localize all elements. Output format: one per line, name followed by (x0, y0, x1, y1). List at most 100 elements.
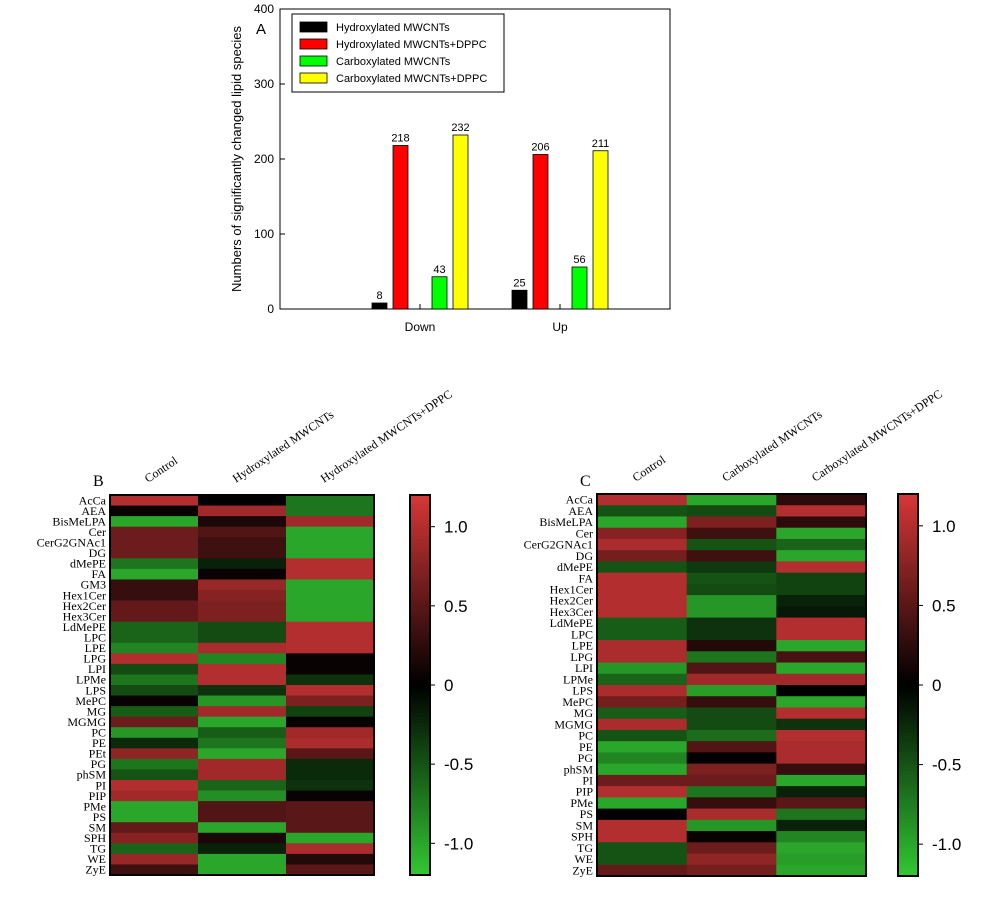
colorbar-segment (898, 777, 918, 781)
colorbar-segment (410, 856, 430, 860)
colorbar-segment (410, 824, 430, 828)
colorbar-segment (898, 541, 918, 546)
heatmap-cell (286, 642, 375, 654)
heatmap-cell (776, 640, 867, 652)
heatmap-cell (110, 611, 199, 623)
colorbar-segment (410, 669, 430, 673)
colorbar-segment (898, 618, 918, 622)
heatmap-cell (686, 774, 777, 787)
colorbar-segment (410, 681, 430, 686)
colorbar-segment (898, 716, 918, 721)
colorbar-segment (410, 599, 430, 604)
heatmap-cell (286, 695, 375, 707)
colorbar-segment (410, 653, 430, 657)
colorbar-segment (898, 576, 918, 581)
heatmap-cell (286, 611, 375, 623)
colorbar-segment (898, 834, 918, 839)
panel-a-label: A (256, 21, 266, 38)
heatmap-cell (686, 786, 777, 798)
row-label: PG (578, 751, 594, 765)
colorbar-segment (410, 849, 430, 854)
heatmap-cell (776, 550, 867, 562)
heatmap-cell (776, 864, 867, 877)
heatmap-cell (286, 590, 375, 601)
heatmap-cell (110, 843, 199, 855)
heatmap-cell (110, 621, 199, 633)
colorbar-tick-label: -0.5 (932, 756, 961, 775)
colorbar-segment (410, 650, 430, 654)
heatmap-cell (110, 674, 199, 686)
heatmap-cell (110, 853, 199, 865)
heatmap-cell (286, 716, 375, 728)
heatmap-cell (686, 842, 777, 854)
row-label: AcCa (79, 493, 107, 507)
colorbar-segment (898, 809, 918, 813)
bar-data-label: 56 (573, 254, 585, 266)
colorbar-segment (410, 868, 430, 873)
row-label: PI (582, 774, 593, 788)
colorbar-segment (410, 624, 430, 629)
heatmap-cell (686, 718, 777, 731)
colorbar-segment (898, 837, 918, 842)
colorbar-segment (898, 739, 918, 743)
colorbar-segment (898, 783, 918, 788)
heatmap-cell (686, 673, 777, 686)
colorbar-segment (898, 634, 918, 638)
colorbar-segment (410, 631, 430, 635)
colorbar-segment (410, 776, 430, 781)
colorbar-segment (410, 666, 430, 670)
colorbar-segment (410, 520, 430, 524)
heatmap-cell (597, 763, 688, 776)
row-label: Hex2Cer (63, 599, 106, 613)
row-label: AEA (568, 504, 593, 518)
colorbar-segment (410, 799, 430, 803)
colorbar-segment (898, 662, 918, 667)
panel-c-label: C (580, 473, 591, 490)
colorbar-segment (898, 758, 918, 762)
row-label: AcCa (566, 493, 594, 507)
colorbar-segment (410, 507, 430, 512)
y-tick-label: 0 (267, 302, 274, 316)
y-tick-label: 200 (254, 152, 274, 166)
heatmap-cell (286, 685, 375, 696)
bar-data-label: 206 (531, 142, 549, 154)
bar (392, 145, 409, 310)
heatmap-cell (597, 640, 688, 652)
heatmap-cell (198, 547, 287, 559)
colorbar-segment (410, 802, 430, 806)
colorbar-segment (410, 659, 430, 664)
colorbar-segment (898, 707, 918, 711)
heatmap-cell (776, 572, 867, 585)
colorbar-segment (410, 672, 430, 676)
colorbar-segment (898, 665, 918, 670)
colorbar-segment (410, 583, 430, 588)
heatmap-cell (776, 628, 867, 641)
colorbar-segment (898, 812, 918, 817)
heatmap-cell (198, 801, 287, 813)
row-label: LPI (88, 662, 106, 676)
heatmap-cell (776, 662, 867, 675)
colorbar-tick-label: 0 (932, 676, 941, 695)
heatmap-cell (198, 632, 287, 644)
colorbar-segment (898, 869, 918, 874)
heatmap-cell (597, 516, 688, 529)
row-label: BisMeLPA (52, 514, 106, 528)
colorbar-segment (410, 729, 430, 733)
row-label: SPH (571, 830, 593, 844)
panel-a-y-axis-label: Numbers of significantly changed lipid s… (229, 26, 244, 292)
row-label: GM3 (81, 578, 106, 592)
heatmap-cell (597, 628, 688, 641)
colorbar-segment (898, 627, 918, 632)
row-label: Cer (576, 526, 593, 540)
heatmap-cell (686, 494, 777, 506)
heatmap-cell (286, 558, 375, 570)
colorbar-segment (898, 799, 918, 804)
heatmap-cell (776, 741, 867, 753)
heatmap-cell (198, 864, 287, 876)
legend-swatch (299, 38, 328, 50)
heatmap-cell (198, 621, 287, 633)
colorbar-segment (898, 586, 918, 590)
colorbar-segment (898, 669, 918, 673)
